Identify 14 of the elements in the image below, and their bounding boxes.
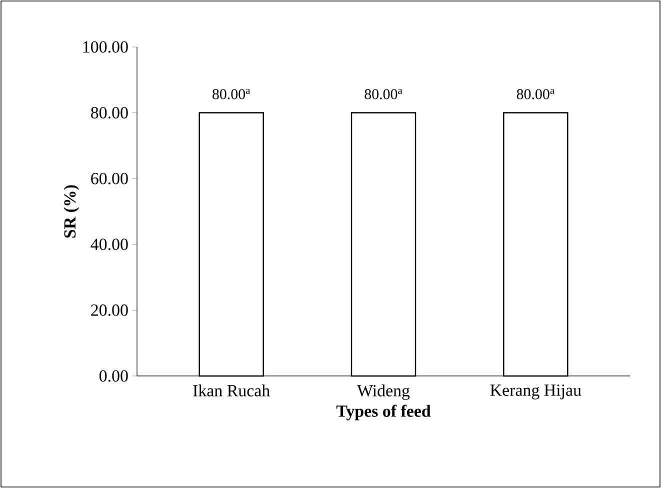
x-tick-label: Wideng [357,384,410,400]
x-tick-label: Ikan Rucah [193,384,270,396]
y-tick-label: 80.00 [91,107,128,119]
x-axis-title: Types of feed [336,404,431,420]
y-tick-label: 0.00 [99,370,128,382]
x-tick-label: Kerang Hijau [490,384,582,400]
data-label: 80.00$^{a}$ [212,88,250,100]
y-tick-label: 40.00 [90,238,128,250]
data-label: 80.00$^{a}$ [516,88,554,100]
y-tick-label: 20.00 [91,304,128,316]
y-tick-label: 60.00 [91,172,128,184]
y-tick-label: 100.00 [83,41,128,53]
y-axis-title: SR (%) [64,185,80,238]
data-label: 80.00$^{a}$ [364,88,402,100]
